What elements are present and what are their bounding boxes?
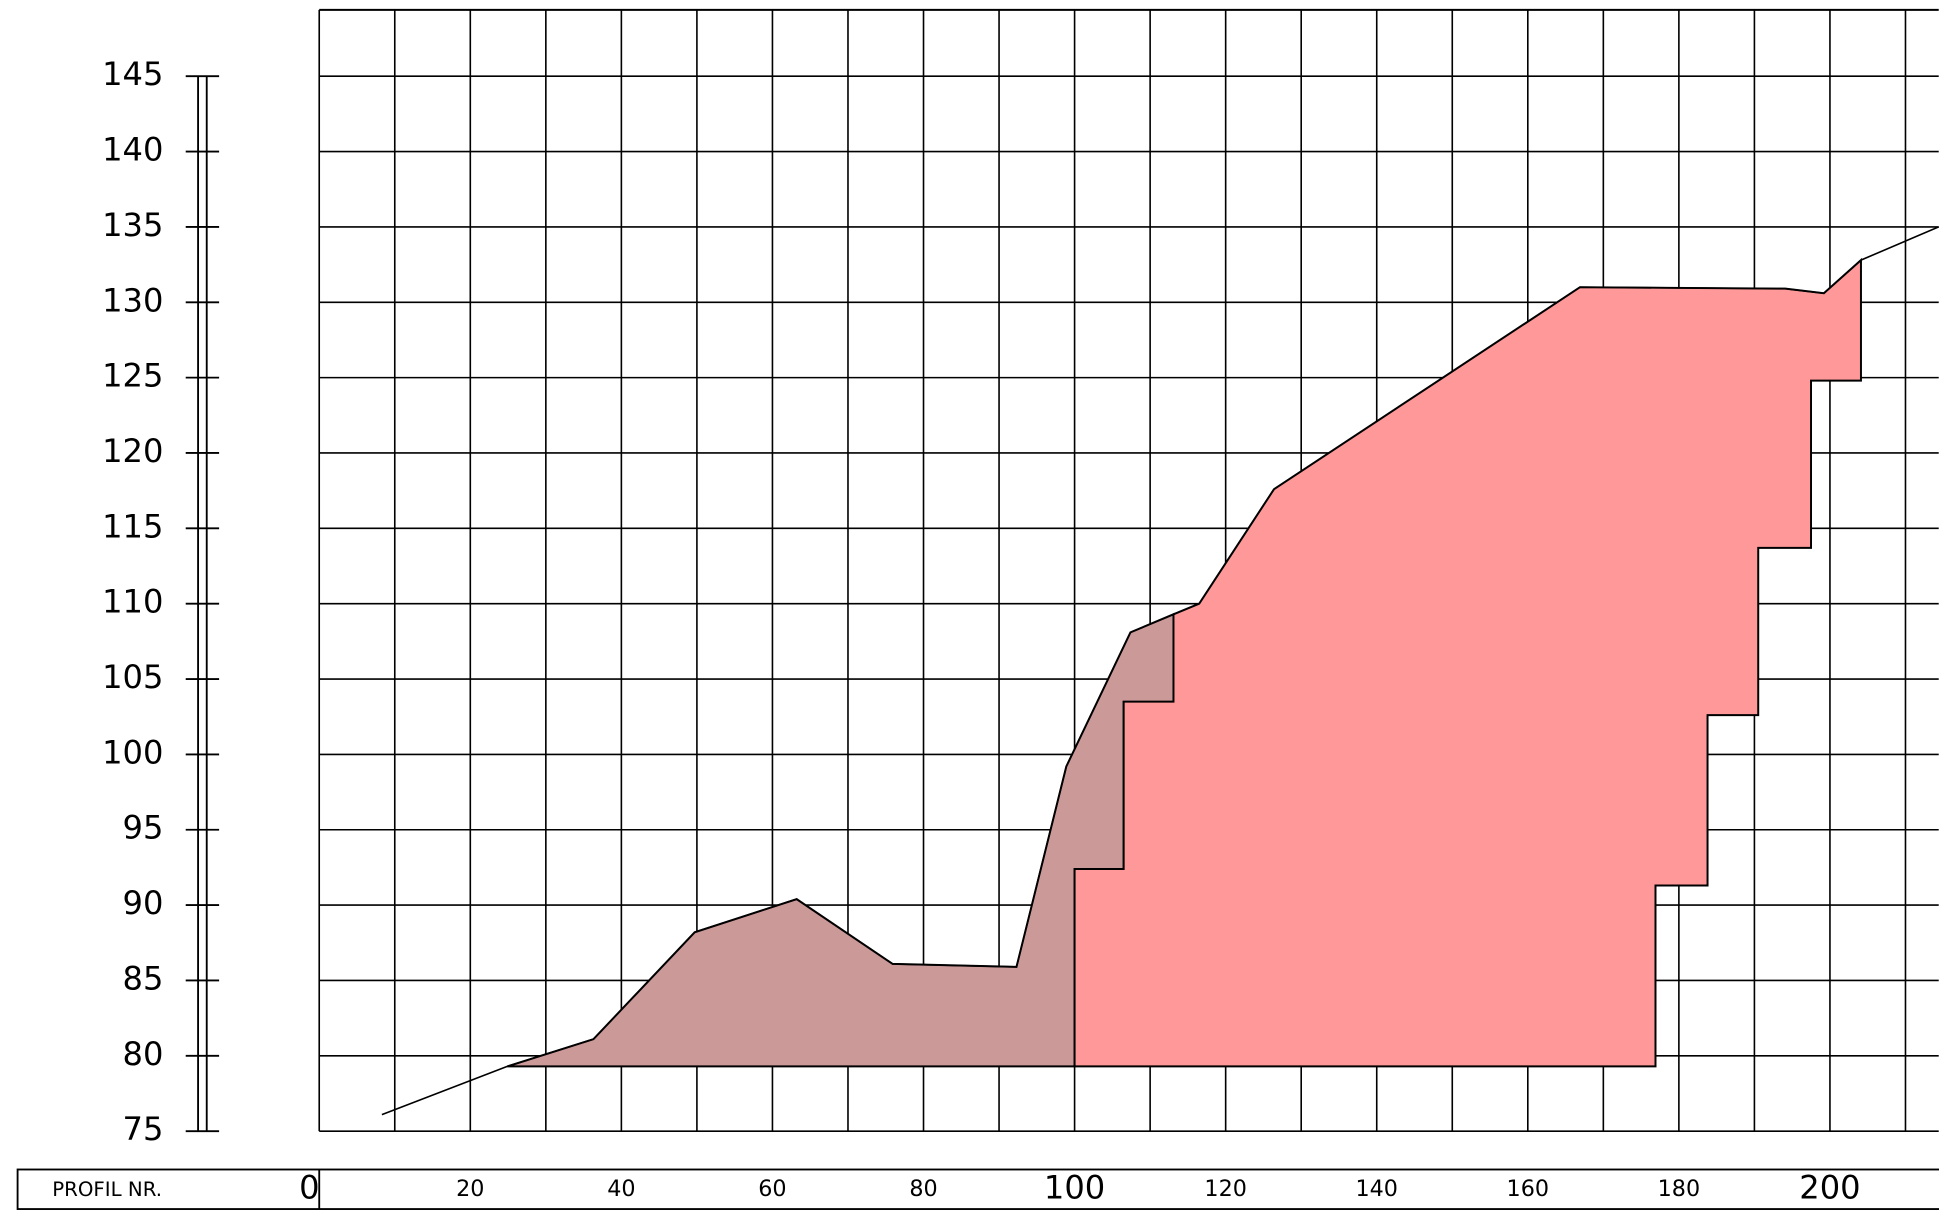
y-tick-label: 80 xyxy=(123,1035,164,1073)
x-tick-label: 100 xyxy=(1044,1168,1105,1206)
y-tick-label: 135 xyxy=(102,206,163,244)
x-tick-label: 20 xyxy=(456,1176,484,1202)
y-tick-label: 145 xyxy=(102,55,163,93)
profile-band xyxy=(16,1168,1939,1210)
y-tick-label: 115 xyxy=(102,507,163,545)
terrain-line xyxy=(381,226,1939,1116)
y-tick-label: 110 xyxy=(102,583,163,621)
x-axis-label: PROFIL NR. xyxy=(52,1178,162,1201)
x-tick-label: 180 xyxy=(1658,1176,1700,1202)
y-tick-label: 130 xyxy=(102,281,163,319)
y-tick-label: 105 xyxy=(102,658,163,696)
area xyxy=(1073,257,1862,1068)
x-tick-label: 160 xyxy=(1507,1176,1549,1202)
x-tick-label: 140 xyxy=(1355,1176,1397,1202)
y-tick-label: 85 xyxy=(123,959,164,997)
y-tick-label: 120 xyxy=(102,432,163,470)
area xyxy=(506,612,1175,1068)
y-tick-label: 100 xyxy=(102,733,163,771)
y-tick-label: 125 xyxy=(102,357,163,395)
x-tick-label: 40 xyxy=(607,1176,635,1202)
x-tick-label: 60 xyxy=(758,1176,786,1202)
y-tick-label: 140 xyxy=(102,131,163,169)
x-tick-label: 0 xyxy=(299,1168,319,1206)
x-tick-label: 120 xyxy=(1204,1176,1246,1202)
y-tick-label: 95 xyxy=(123,809,164,847)
y-tick-label: 90 xyxy=(123,884,164,922)
x-tick-label: 200 xyxy=(1799,1168,1860,1206)
y-tick-label: 75 xyxy=(123,1110,164,1148)
x-tick-label: 80 xyxy=(909,1176,937,1202)
